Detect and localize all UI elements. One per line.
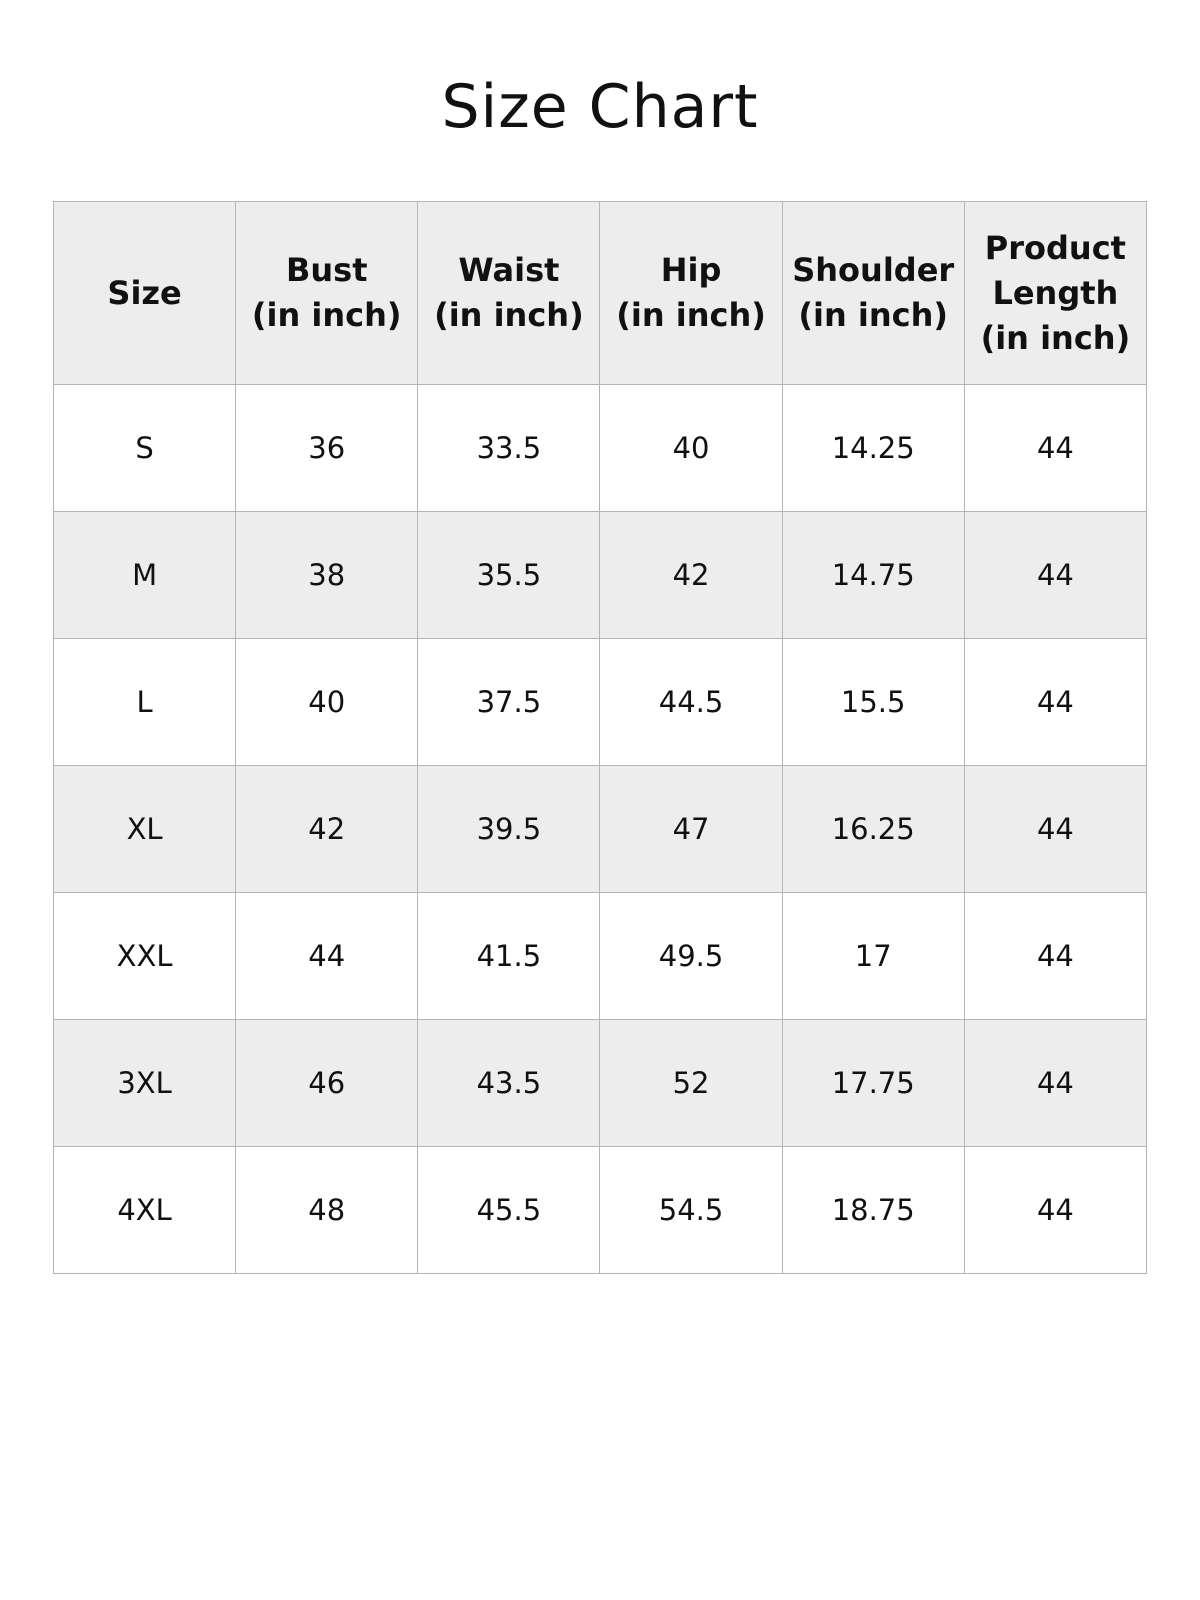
cell-size: L xyxy=(52,638,237,766)
page-title: Size Chart xyxy=(441,72,759,142)
cell-size: 4XL xyxy=(52,1146,237,1274)
column-header-shoulder: Shoulder (in inch) xyxy=(781,201,965,385)
cell-hip: 42 xyxy=(599,511,783,639)
column-header-bust: Bust (in inch) xyxy=(235,201,419,385)
cell-bust: 36 xyxy=(235,384,419,512)
cell-bust: 40 xyxy=(235,638,419,766)
table-row: S 36 33.5 40 14.25 44 xyxy=(52,384,1148,512)
cell-hip: 49.5 xyxy=(599,892,783,1020)
cell-hip: 52 xyxy=(599,1019,783,1147)
column-header-hip: Hip (in inch) xyxy=(599,201,783,385)
cell-bust: 48 xyxy=(235,1146,419,1274)
table-row: L 40 37.5 44.5 15.5 44 xyxy=(52,638,1148,766)
cell-shoulder: 16.25 xyxy=(781,765,965,893)
cell-waist: 39.5 xyxy=(417,765,601,893)
cell-hip: 40 xyxy=(599,384,783,512)
table-row: XL 42 39.5 47 16.25 44 xyxy=(52,765,1148,893)
cell-size: 3XL xyxy=(52,1019,237,1147)
cell-size: M xyxy=(52,511,237,639)
cell-waist: 35.5 xyxy=(417,511,601,639)
cell-product-length: 44 xyxy=(963,384,1148,512)
cell-product-length: 44 xyxy=(963,511,1148,639)
column-header-size: Size xyxy=(52,201,237,385)
table-row: XXL 44 41.5 49.5 17 44 xyxy=(52,892,1148,1020)
cell-waist: 45.5 xyxy=(417,1146,601,1274)
table-row: M 38 35.5 42 14.75 44 xyxy=(52,511,1148,639)
header-row: Size Bust (in inch) Waist (in inch) Hip (in… xyxy=(52,201,1148,385)
cell-shoulder: 17 xyxy=(781,892,965,1020)
cell-shoulder: 14.75 xyxy=(781,511,965,639)
cell-shoulder: 17.75 xyxy=(781,1019,965,1147)
cell-shoulder: 18.75 xyxy=(781,1146,965,1274)
cell-hip: 44.5 xyxy=(599,638,783,766)
cell-product-length: 44 xyxy=(963,1146,1148,1274)
cell-bust: 44 xyxy=(235,892,419,1020)
cell-size: XXL xyxy=(52,892,237,1020)
cell-size: S xyxy=(52,384,237,512)
cell-hip: 47 xyxy=(599,765,783,893)
column-header-waist: Waist (in inch) xyxy=(417,201,601,385)
cell-bust: 46 xyxy=(235,1019,419,1147)
cell-waist: 37.5 xyxy=(417,638,601,766)
cell-waist: 33.5 xyxy=(417,384,601,512)
cell-bust: 42 xyxy=(235,765,419,893)
cell-product-length: 44 xyxy=(963,1019,1148,1147)
cell-product-length: 44 xyxy=(963,638,1148,766)
cell-size: XL xyxy=(52,765,237,893)
cell-product-length: 44 xyxy=(963,892,1148,1020)
cell-shoulder: 14.25 xyxy=(781,384,965,512)
table-row: 4XL 48 45.5 54.5 18.75 44 xyxy=(52,1146,1148,1274)
cell-shoulder: 15.5 xyxy=(781,638,965,766)
cell-product-length: 44 xyxy=(963,765,1148,893)
cell-waist: 43.5 xyxy=(417,1019,601,1147)
table-row: 3XL 46 43.5 52 17.75 44 xyxy=(52,1019,1148,1147)
cell-waist: 41.5 xyxy=(417,892,601,1020)
cell-hip: 54.5 xyxy=(599,1146,783,1274)
size-chart-table: Size Bust (in inch) Waist (in inch) Hip (in… xyxy=(52,201,1148,1274)
cell-bust: 38 xyxy=(235,511,419,639)
column-header-product-length: Product Length (in inch) xyxy=(963,201,1148,385)
